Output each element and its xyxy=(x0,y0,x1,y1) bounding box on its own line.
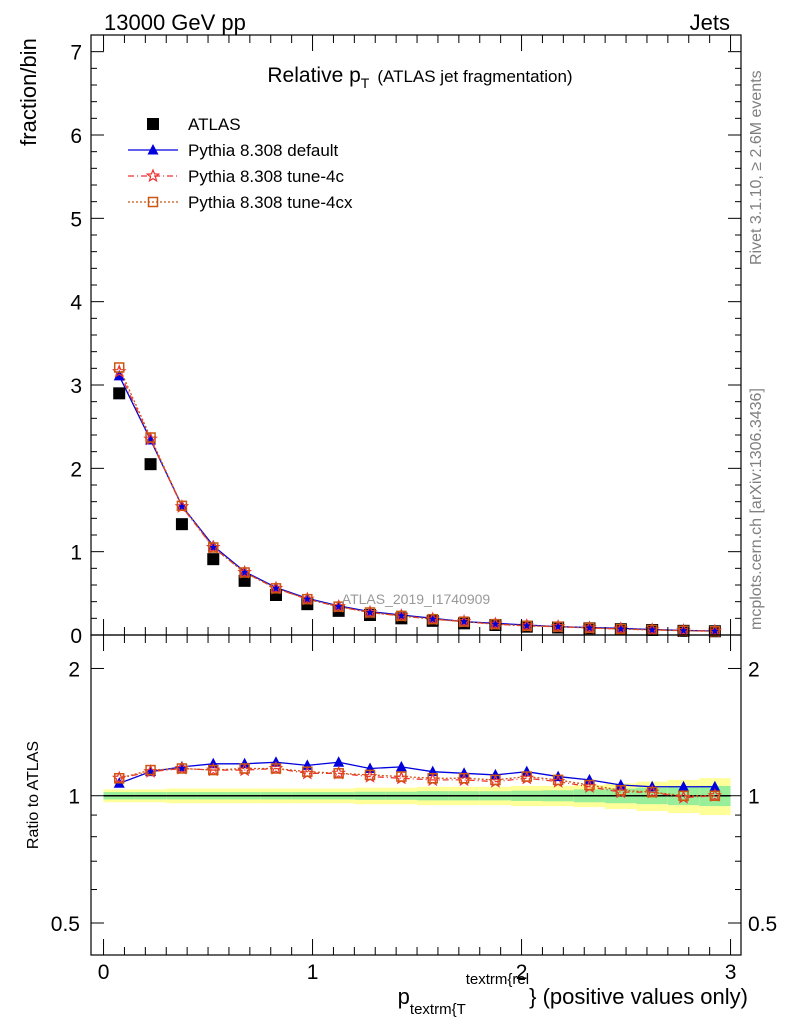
main-ytick-label-0: 0 xyxy=(70,625,82,648)
ratio-ytick-label-right-1: 1 xyxy=(748,786,760,809)
ratio-point-s2-0 xyxy=(113,772,125,784)
main-series-line-2 xyxy=(118,371,715,632)
main-point-s0-0 xyxy=(113,387,126,400)
ratio-ytick-label-right-2: 2 xyxy=(748,658,760,681)
main-point-s3-0 xyxy=(113,362,125,373)
x-axis-label: ptextrm{Ttextrm{rel} (positive values on… xyxy=(398,971,748,1018)
main-ytick-label-2: 2 xyxy=(70,458,82,481)
x-tick-label-2: 2 xyxy=(516,961,528,984)
main-point-s3-9 xyxy=(396,610,407,622)
ratio-point-s2-3 xyxy=(208,764,219,776)
main-point-s3-4 xyxy=(239,567,250,578)
main-point-s3-16 xyxy=(615,623,627,635)
legend-label-0: ATLAS xyxy=(188,115,241,134)
ratio-point-s2-7 xyxy=(333,768,344,779)
x-tick-label-3: 3 xyxy=(725,961,737,984)
main-ytick-label-3: 3 xyxy=(70,375,82,398)
ratio-point-s2-9 xyxy=(396,771,407,782)
main-point-s3-19 xyxy=(709,626,721,637)
ratio-ylabel: Ratio to ATLAS xyxy=(25,741,42,849)
x-tick-label-0: 0 xyxy=(98,961,110,984)
ratio-point-s0-18 xyxy=(678,780,690,792)
main-panel: 0 1 2 3 4 5 6 7 fraction/bin Relative pT (ATLAS … xyxy=(16,34,742,648)
main-point-s3-13 xyxy=(521,620,533,632)
main-point-s3-2 xyxy=(176,500,188,512)
ratio-point-s2-17 xyxy=(646,786,658,798)
ratio-ytick-label-2: 2 xyxy=(68,658,80,681)
legend-label-3: Pythia 8.308 tune-4cx xyxy=(188,193,353,212)
main-ytick-label-4: 4 xyxy=(70,292,82,315)
ratio-point-s2-16 xyxy=(615,785,627,796)
ratio-ytick-label-right-0: 0.5 xyxy=(748,913,777,936)
energy-label: 13000 GeV pp xyxy=(104,10,246,35)
rivet-label: Rivet 3.1.10, ≥ 2.6M events xyxy=(748,70,765,265)
legend: ATLAS Pythia 8.308 default Pythia 8.308 tu… xyxy=(128,115,353,212)
ratio-point-s2-12 xyxy=(490,774,501,786)
legend-marker-2 xyxy=(145,168,161,183)
main-ytick-label-1: 1 xyxy=(70,542,82,565)
ratio-point-s2-4 xyxy=(239,763,250,774)
legend-marker-3 xyxy=(147,196,159,208)
main-ytick-label-7: 7 xyxy=(70,42,82,65)
main-point-s3-12 xyxy=(490,618,501,630)
x-tick-label-1: 1 xyxy=(307,961,319,984)
process-label: Jets xyxy=(690,10,730,35)
ratio-panel: 0.5 0.5 1 1 2 2 0 1 2 3 Ratio to ATLAS ptextrm{T… xyxy=(25,634,777,1018)
ratio-frame xyxy=(90,634,742,956)
analysis-watermark: ATLAS_2019_I1740909 xyxy=(342,591,491,607)
ratio-point-s2-18 xyxy=(678,790,689,801)
main-point-s3-10 xyxy=(427,613,438,625)
ratio-point-s2-15 xyxy=(584,779,595,791)
ratio-point-s2-8 xyxy=(364,769,376,781)
ratio-ytick-label-1: 1 xyxy=(68,786,80,809)
ratio-point-s0-7 xyxy=(333,756,345,767)
main-point-s1-0 xyxy=(113,369,125,381)
ratio-series-line-0 xyxy=(118,761,715,788)
main-point-s0-1 xyxy=(144,458,157,471)
main-title: Relative pT (ATLAS jet fragmentation) xyxy=(267,64,572,91)
main-point-s3-6 xyxy=(302,593,313,605)
ratio-point-s0-16 xyxy=(615,779,627,790)
main-point-s3-3 xyxy=(208,542,219,553)
ratio-point-s2-5 xyxy=(270,763,282,774)
ratio-point-s2-1 xyxy=(145,764,156,776)
legend-marker-0 xyxy=(147,118,159,130)
ratio-point-s2-14 xyxy=(552,774,564,786)
legend-label-2: Pythia 8.308 tune-4c xyxy=(188,167,344,186)
ratio-point-s2-11 xyxy=(458,772,470,784)
ratio-point-s2-19 xyxy=(709,790,721,801)
legend-label-1: Pythia 8.308 default xyxy=(188,141,339,160)
ratio-point-s0-9 xyxy=(395,760,407,772)
main-ytick-label-6: 6 xyxy=(70,125,82,148)
main-point-s3-5 xyxy=(270,583,282,594)
main-ytick-label-5: 5 xyxy=(70,208,82,231)
main-point-s3-14 xyxy=(552,621,564,632)
ratio-point-s2-13 xyxy=(521,771,533,782)
ratio-point-s2-2 xyxy=(176,763,188,774)
main-point-s3-8 xyxy=(364,607,376,618)
ratio-point-s2-6 xyxy=(302,766,313,777)
main-point-s0-2 xyxy=(175,518,188,531)
ratio-point-s0-19 xyxy=(709,780,721,792)
main-point-s3-1 xyxy=(145,432,156,443)
main-point-s0-3 xyxy=(207,553,220,566)
mcplots-label: mcplots.cern.ch [arXiv:1306.3436] xyxy=(748,388,765,630)
main-point-s3-11 xyxy=(458,616,470,627)
ratio-ytick-label-0: 0.5 xyxy=(51,913,80,936)
main-point-s3-15 xyxy=(584,622,595,634)
ratio-point-s2-10 xyxy=(427,772,438,784)
main-ylabel: fraction/bin xyxy=(16,38,41,146)
main-point-s3-7 xyxy=(333,601,344,612)
main-point-s0-4 xyxy=(238,574,251,587)
legend-marker-1 xyxy=(147,144,159,155)
